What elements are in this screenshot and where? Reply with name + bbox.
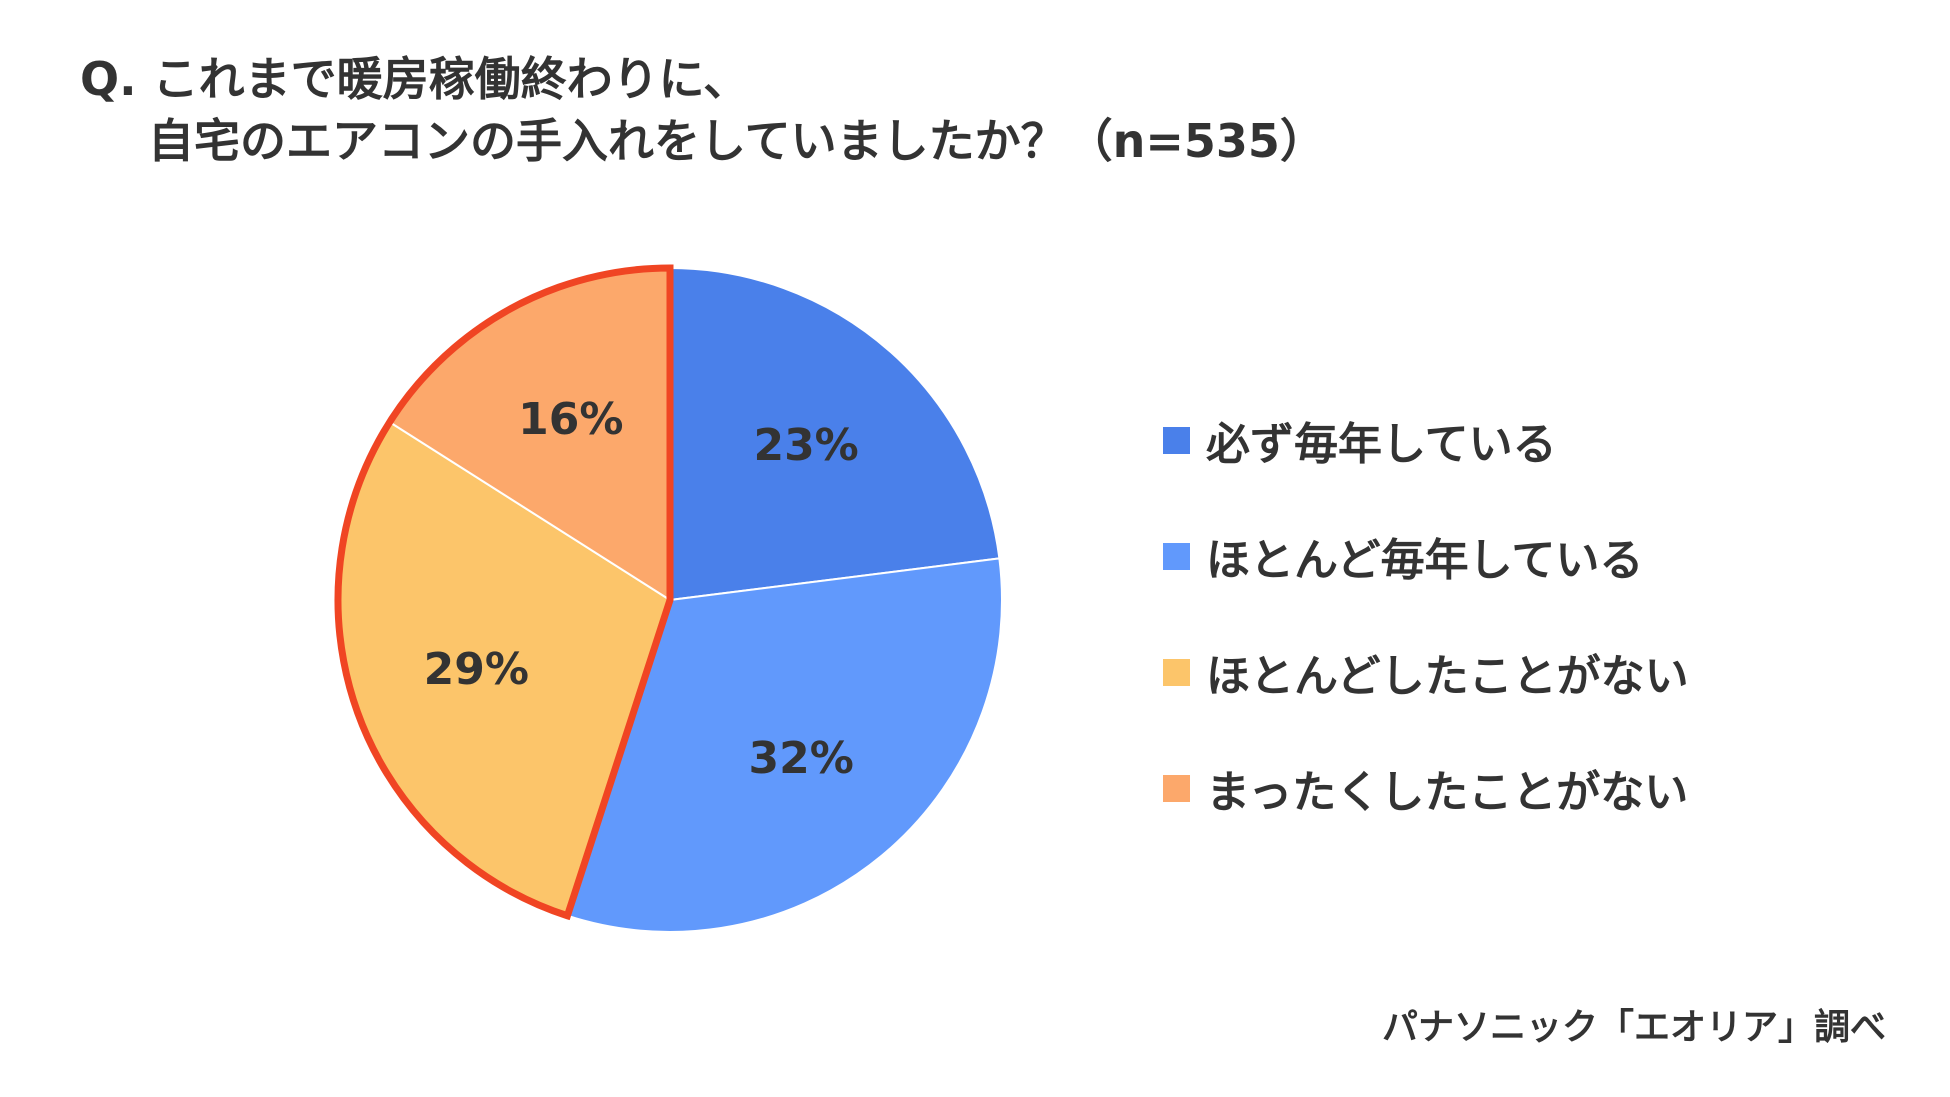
chart-title-line2: 自宅のエアコンの手入れをしていましたか？（n=535） <box>148 114 1326 168</box>
legend-item-2: ほとんど毎年している <box>1163 498 1689 614</box>
chart-title-line1: Q. これまで暖房稼働終わりに、 <box>80 52 750 106</box>
legend-label-4: まったくしたことがない <box>1206 767 1689 818</box>
pie-slice-label-1: 23% <box>753 420 858 471</box>
pie-slice-label-3: 29% <box>424 644 529 695</box>
chart-title: Q. これまで暖房稼働終わりに、 自宅のエアコンの手入れをしていましたか？（n=… <box>80 48 1326 172</box>
legend-label-1: 必ず毎年している <box>1206 419 1557 470</box>
chart-legend: 必ず毎年しているほとんど毎年している ほとんどしたことがない まったくしたことがない <box>1163 382 1689 846</box>
pie-slice-label-2: 32% <box>749 733 854 784</box>
legend-label-3: ほとんどしたことがない <box>1206 651 1689 702</box>
pie-slice-1 <box>669 266 1001 602</box>
pie-slice-2 <box>566 557 1003 933</box>
pie-highlight-outline <box>334 264 674 921</box>
legend-swatch-4 <box>1163 774 1190 802</box>
legend-item-3: ほとんどしたことがない <box>1163 614 1689 730</box>
legend-swatch-1 <box>1163 426 1190 454</box>
pie-slice-label-4: 16% <box>518 394 623 445</box>
legend-item-4: まったくしたことがない <box>1163 730 1689 846</box>
legend-item-1: 必ず毎年している <box>1163 382 1689 498</box>
legend-label-2: ほとんど毎年している <box>1206 535 1644 586</box>
source-note: パナソニック「エオリア」調べ <box>1381 1007 1886 1048</box>
legend-swatch-3 <box>1163 658 1190 686</box>
pie-slice-labels: 23% 32% 29% 16% <box>424 394 859 784</box>
legend-swatch-2 <box>1163 542 1190 570</box>
